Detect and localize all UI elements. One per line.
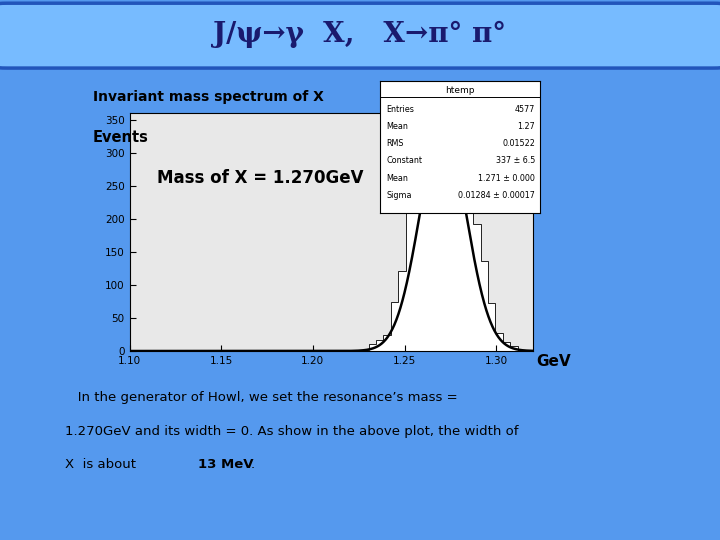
Text: J/ψ→γ  X,   X→π° π°: J/ψ→γ X, X→π° π° bbox=[213, 21, 507, 48]
Text: htemp: htemp bbox=[446, 86, 475, 95]
Text: Entries: Entries bbox=[387, 105, 415, 114]
Text: Invariant mass spectrum of X: Invariant mass spectrum of X bbox=[93, 90, 324, 104]
Text: Mean: Mean bbox=[387, 173, 408, 183]
Text: .: . bbox=[251, 458, 255, 471]
Text: 4577: 4577 bbox=[515, 105, 535, 114]
Text: 1.271 ± 0.000: 1.271 ± 0.000 bbox=[478, 173, 535, 183]
Text: 337 ± 6.5: 337 ± 6.5 bbox=[496, 157, 535, 165]
Text: RMS: RMS bbox=[387, 139, 404, 148]
Text: X  is about: X is about bbox=[65, 458, 140, 471]
Text: 13 MeV: 13 MeV bbox=[198, 458, 253, 471]
Text: In the generator of Howl, we set the resonance’s mass =: In the generator of Howl, we set the res… bbox=[65, 392, 457, 404]
Text: Events: Events bbox=[92, 130, 148, 145]
Polygon shape bbox=[130, 0, 533, 351]
Text: 0.01522: 0.01522 bbox=[503, 139, 535, 148]
Text: 0.01284 ± 0.00017: 0.01284 ± 0.00017 bbox=[459, 191, 535, 200]
Text: Sigma: Sigma bbox=[387, 191, 412, 200]
Text: Mean: Mean bbox=[387, 122, 408, 131]
Text: Constant: Constant bbox=[387, 157, 423, 165]
FancyBboxPatch shape bbox=[0, 3, 720, 68]
Text: GeV: GeV bbox=[536, 354, 571, 369]
Text: 1.270GeV and its width = 0. As show in the above plot, the width of: 1.270GeV and its width = 0. As show in t… bbox=[65, 425, 518, 438]
Text: Mass of X = 1.270GeV: Mass of X = 1.270GeV bbox=[157, 168, 364, 187]
Text: 1.27: 1.27 bbox=[518, 122, 535, 131]
